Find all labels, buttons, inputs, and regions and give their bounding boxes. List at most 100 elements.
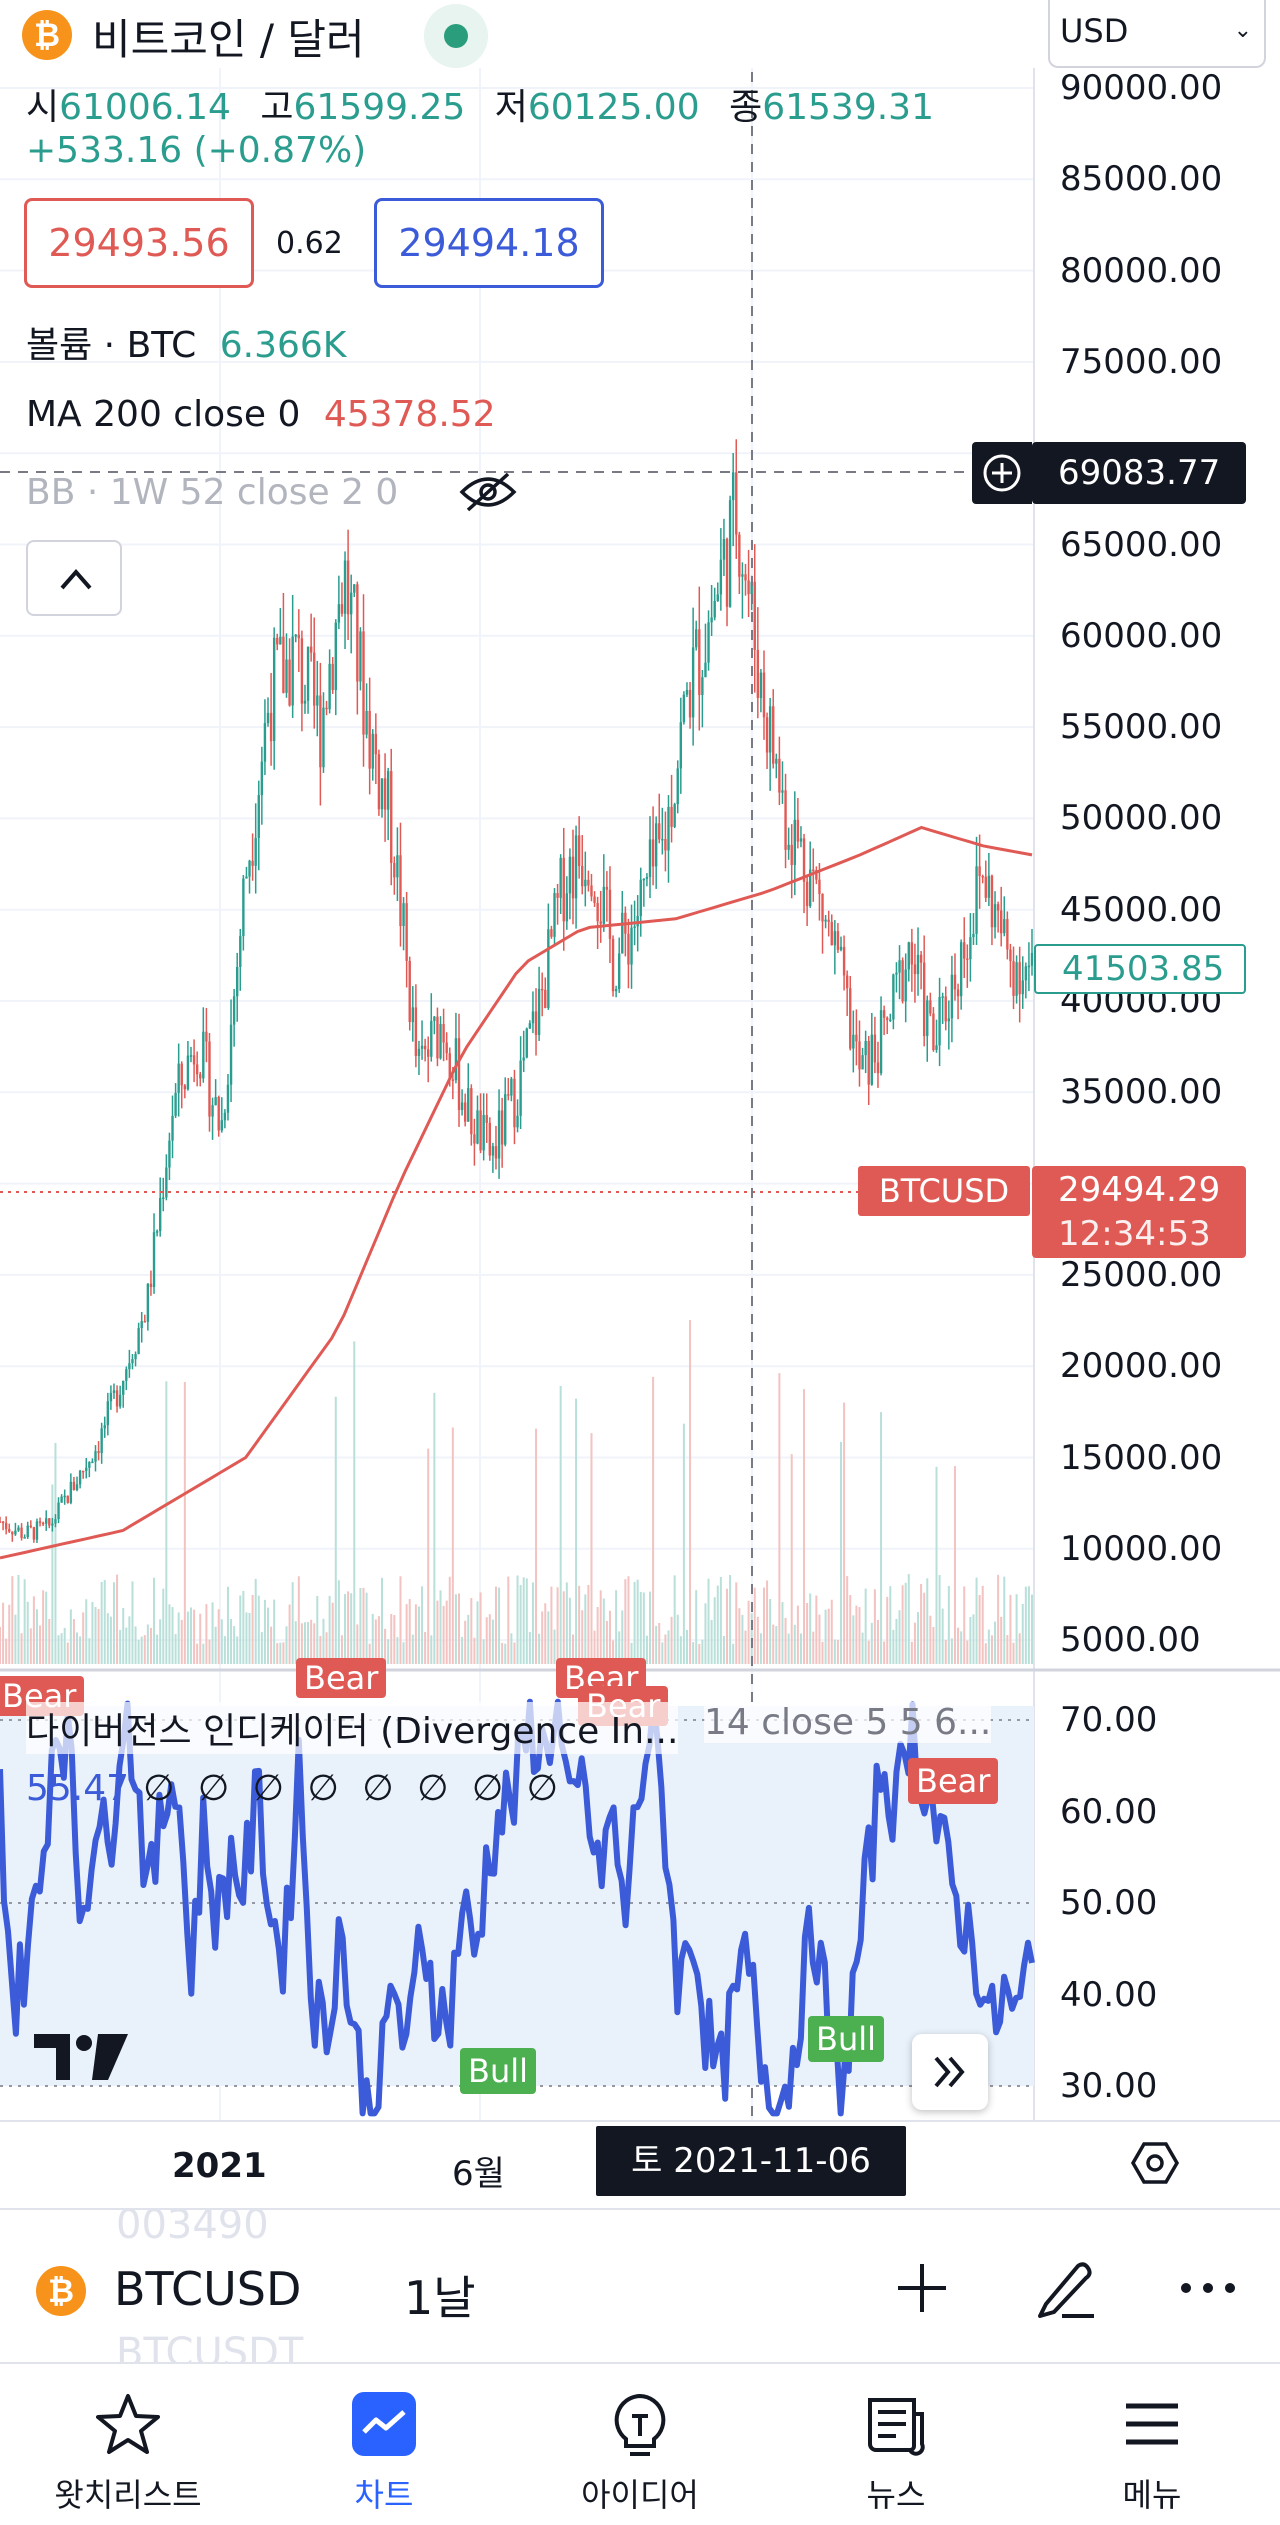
- candle-body: [544, 989, 547, 1008]
- volume-legend[interactable]: 볼륨 · BTC 6.366K: [26, 316, 346, 368]
- price-axis-label: 55000.00: [1060, 707, 1223, 748]
- volume-bar: [35, 1609, 38, 1664]
- volume-bar: [214, 1626, 217, 1664]
- candle-body: [4, 1522, 8, 1530]
- interval-picker[interactable]: 1날: [404, 2271, 476, 2325]
- volume-bar: [818, 1614, 821, 1664]
- price-chart[interactable]: [0, 68, 1280, 2120]
- volume-bar: [236, 1636, 239, 1664]
- nav-watchlist[interactable]: 왓치리스트: [0, 2364, 256, 2524]
- volume-bar: [698, 1643, 701, 1664]
- nav-chart[interactable]: 차트: [256, 2364, 512, 2524]
- candle-body: [916, 954, 920, 975]
- symbol-picker[interactable]: BTCUSD: [114, 2262, 302, 2316]
- nav-news[interactable]: 뉴스: [768, 2364, 1024, 2524]
- volume-bar: [276, 1643, 279, 1664]
- volume-bar: [994, 1621, 997, 1664]
- volume-bar: [390, 1613, 393, 1664]
- volume-bar: [63, 1627, 66, 1664]
- currency-select[interactable]: USD ⌄: [1048, 0, 1266, 68]
- volume-bar: [781, 1602, 784, 1664]
- candlestick-series: [0, 439, 1034, 1543]
- chart-settings-icon[interactable]: [1130, 2138, 1180, 2188]
- bb-legend[interactable]: BB · 1W 52 close 2 0: [26, 472, 399, 513]
- indicator-null-values: ∅ ∅ ∅ ∅ ∅ ∅ ∅ ∅: [143, 1768, 565, 1809]
- candle-body: [269, 712, 273, 742]
- indicator-axis-label: 40.00: [1060, 1974, 1158, 2015]
- volume-bar: [57, 1635, 60, 1664]
- candle-body: [168, 1140, 171, 1168]
- candle-body: [793, 819, 796, 865]
- more-options-icon[interactable]: [1178, 2278, 1238, 2298]
- candle-body: [457, 1038, 461, 1111]
- nav-ideas[interactable]: 아이디어: [512, 2364, 768, 2524]
- candle-body: [922, 962, 926, 1037]
- volume-bar: [122, 1607, 125, 1664]
- candle-body: [254, 837, 257, 866]
- volume-bar: [735, 1582, 738, 1664]
- volume-bar: [1006, 1635, 1009, 1664]
- high-value: 61599.25: [293, 87, 466, 128]
- volume-bar: [858, 1607, 861, 1664]
- add-indicator-icon[interactable]: [892, 2258, 952, 2318]
- candle-body: [109, 1392, 113, 1402]
- volume-bar: [605, 1620, 608, 1664]
- volume-bar: [23, 1579, 26, 1664]
- volume-bar: [45, 1591, 48, 1664]
- volume-bar: [507, 1576, 510, 1664]
- market-status-indicator[interactable]: [424, 4, 488, 68]
- ma-legend[interactable]: MA 200 close 0 45378.52: [26, 394, 496, 435]
- candle-body: [781, 790, 784, 793]
- crosshair-price-label: 69083.77: [1032, 442, 1246, 504]
- candle-body: [618, 953, 621, 989]
- indicator-title[interactable]: 다이버전스 인디케이터 (Divergence In...: [26, 1702, 679, 1754]
- eye-off-icon[interactable]: [458, 470, 518, 514]
- volume-bar: [427, 1448, 430, 1664]
- chevron-double-right-icon: [934, 2056, 965, 2088]
- star-icon: [96, 2394, 160, 2454]
- volume-bar: [917, 1612, 920, 1664]
- indicator-params[interactable]: 14 close 5 5 6...: [704, 1702, 992, 1743]
- price-axis-label: 50000.00: [1060, 798, 1223, 839]
- volume-bar: [584, 1594, 587, 1664]
- add-alert-button[interactable]: [972, 442, 1032, 504]
- sell-price-button[interactable]: 29493.56: [24, 198, 254, 288]
- volume-bar: [263, 1599, 266, 1664]
- volume-bar: [562, 1591, 565, 1664]
- volume-bar: [430, 1635, 433, 1664]
- candle-body: [716, 594, 719, 601]
- volume-bar: [544, 1603, 547, 1664]
- candle-body: [420, 1045, 424, 1049]
- candle-body: [1006, 919, 1009, 950]
- candle-body: [796, 819, 800, 842]
- indicator-axis-label: 70.00: [1060, 1700, 1158, 1740]
- candle-body: [125, 1369, 128, 1381]
- volume-bar: [682, 1423, 685, 1664]
- candle-body: [112, 1390, 116, 1393]
- candle-body: [470, 1088, 473, 1135]
- volume-bar: [485, 1617, 488, 1664]
- candle-body: [17, 1527, 20, 1531]
- low-value: 60125.00: [527, 87, 700, 128]
- buy-price-button[interactable]: 29494.18: [374, 198, 604, 288]
- volume-bar: [565, 1582, 568, 1664]
- drawing-tools-icon[interactable]: [1032, 2256, 1098, 2322]
- time-axis[interactable]: 2021 6월 토 2021-11-06: [0, 2120, 1280, 2210]
- collapse-legend-button[interactable]: [26, 540, 122, 616]
- volume-bar: [94, 1607, 97, 1664]
- volume-bar: [196, 1643, 199, 1664]
- candle-body: [97, 1451, 100, 1454]
- candle-body: [981, 876, 984, 878]
- scroll-to-realtime-button[interactable]: [912, 2034, 988, 2110]
- volume-bar: [679, 1636, 682, 1664]
- candle-body: [759, 672, 763, 698]
- volume-bar: [479, 1592, 482, 1664]
- nav-menu[interactable]: 메뉴: [1024, 2364, 1280, 2524]
- symbol-title[interactable]: 비트코인 / 달러: [92, 15, 365, 64]
- volume-bar: [337, 1580, 340, 1664]
- candle-body: [399, 855, 402, 927]
- volume-bar: [722, 1636, 725, 1664]
- volume-bar: [344, 1594, 347, 1664]
- volume-bar: [291, 1582, 294, 1664]
- candle-body: [485, 1114, 488, 1123]
